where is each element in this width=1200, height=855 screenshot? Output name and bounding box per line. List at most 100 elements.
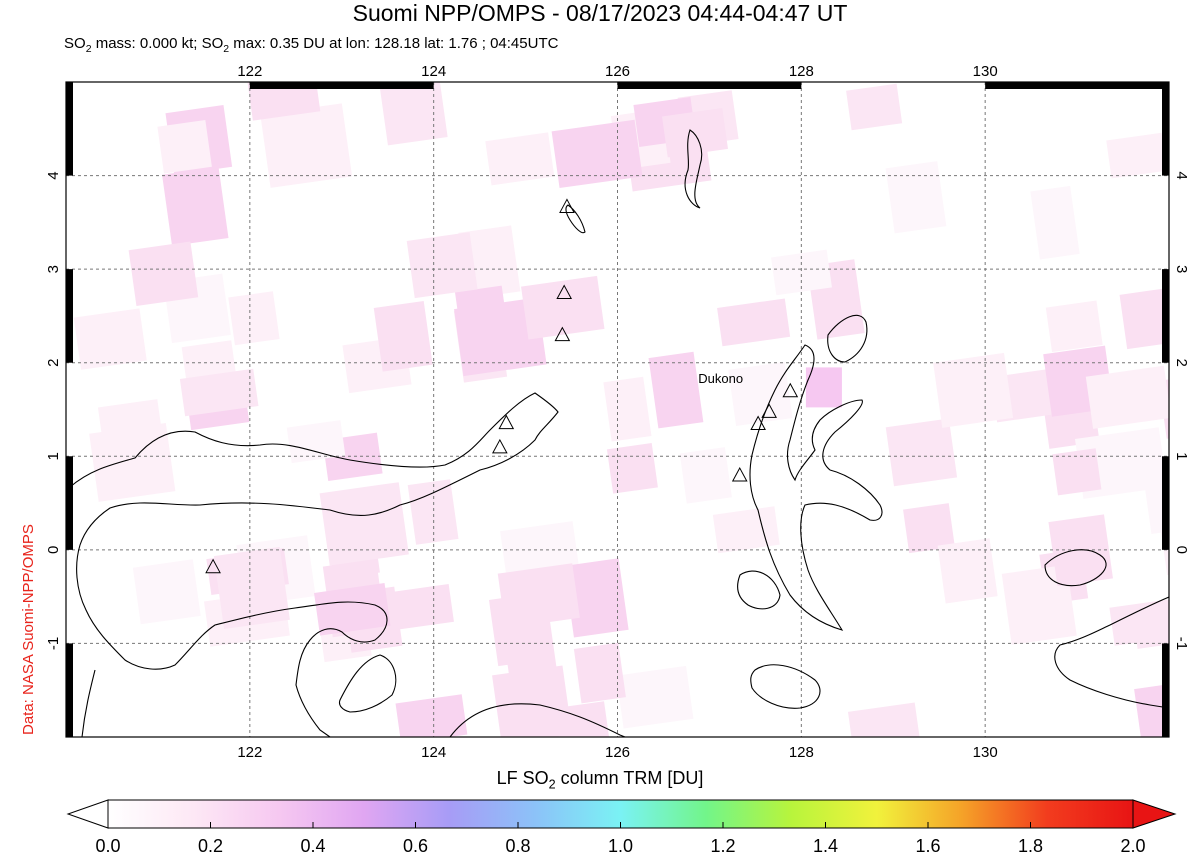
colorbar-tick-label: 0.0 [95, 836, 120, 855]
so2-cell [551, 119, 643, 189]
so2-cell [717, 298, 791, 347]
volcano-markers [205, 198, 799, 574]
frame-bar [66, 456, 73, 550]
colorbar-title: LF SO2 column TRM [DU] [496, 768, 704, 792]
coastline-obi [750, 664, 821, 709]
coastline-papua-main [1054, 596, 1169, 709]
graticule [66, 82, 1169, 737]
frame-bar [1162, 643, 1169, 737]
colorbar-tick-label: 1.4 [813, 836, 838, 855]
so2-cell [228, 291, 280, 346]
frame-bar [66, 643, 73, 737]
so2-cell [1131, 593, 1169, 649]
so2-cell [1119, 286, 1169, 350]
so2-pixel-layer [73, 82, 1169, 737]
so2-cell [132, 559, 201, 625]
so2-cell [128, 241, 199, 306]
lat-tick-label-right: -1 [1173, 637, 1190, 650]
colorbar-tick-label: 1.0 [608, 836, 633, 855]
lat-tick-label-left: 2 [45, 359, 62, 367]
colorbar-tick-label: 2.0 [1120, 836, 1145, 855]
volcano-marker [782, 382, 799, 398]
so2-cell [1145, 482, 1169, 535]
so2-max-cell [805, 367, 842, 408]
so2-cell [573, 642, 626, 704]
lon-tick-label-bottom: 130 [973, 744, 998, 761]
lat-tick-label-right: 4 [1173, 171, 1190, 179]
frame-bar [66, 82, 73, 176]
frame-bar [1162, 82, 1169, 176]
so2-cell [260, 103, 353, 188]
so2-cell [379, 82, 448, 146]
so2-cell [500, 521, 579, 577]
lat-tick-label-right: 1 [1173, 452, 1190, 460]
so2-cell [616, 665, 694, 729]
so2-cell [286, 420, 346, 464]
frame-bar [985, 82, 1169, 89]
so2-cell [521, 275, 605, 340]
coastline-talaud [684, 129, 703, 209]
coastline-sulawesi-se [338, 654, 397, 713]
volcano-marker [492, 438, 508, 454]
so2-cell [771, 249, 832, 296]
so2-cell [1134, 678, 1169, 737]
coastline-papua [1044, 549, 1107, 587]
lat-tick-label-right: 2 [1173, 359, 1190, 367]
map-title: Suomi NPP/OMPS - 08/17/2023 04:44-04:47 … [352, 0, 848, 26]
colorbar-tick-label: 0.8 [505, 836, 530, 855]
so2-cell [179, 368, 259, 417]
so2-cell [1052, 448, 1102, 496]
volcano-marker [205, 558, 221, 574]
so2-cell [648, 351, 704, 429]
so2-cell [933, 352, 1014, 428]
so2-cell [555, 701, 612, 737]
so2-cell [563, 558, 629, 638]
so2-cell [1030, 185, 1080, 260]
so2-cell [406, 232, 478, 299]
so2-cell [662, 107, 728, 158]
lat-tick-label-left: 0 [45, 546, 62, 554]
so2-cell [728, 361, 793, 426]
colorbar-tick-label: 1.8 [1018, 836, 1043, 855]
so2-cell [407, 479, 459, 545]
lat-tick-label-left: 1 [45, 452, 62, 460]
so2-cell [314, 583, 391, 636]
volcano-marker [761, 403, 777, 418]
frame-bar [1162, 456, 1169, 550]
lon-tick-label-bottom: 126 [605, 744, 630, 761]
volcano-marker [731, 466, 748, 482]
frame-bar [1162, 269, 1169, 363]
so2-cell [903, 503, 955, 554]
so2-cell [846, 83, 903, 131]
coastline-halmahera [749, 344, 883, 631]
so2-cell [157, 120, 212, 174]
so2-cell [162, 166, 229, 246]
so2-cell [485, 132, 555, 186]
lat-tick-label-left: -1 [45, 637, 62, 650]
so2-cell [73, 308, 147, 370]
lon-tick-label-top: 130 [973, 63, 998, 80]
so2-cell [454, 297, 547, 377]
so2-cell [1106, 132, 1167, 179]
so2-cell [373, 300, 433, 372]
so2-cell [213, 546, 290, 630]
lat-tick-label-right: 0 [1173, 546, 1190, 554]
lat-tick-label-left: 4 [45, 171, 62, 179]
coastline-bacan [737, 570, 781, 610]
volcano-marker [554, 326, 571, 342]
colorbar-tick-label: 1.6 [915, 836, 940, 855]
so2-cell [97, 399, 166, 464]
lon-tick-label-top: 128 [789, 63, 814, 80]
so2-cell [395, 694, 468, 737]
so2-cell [492, 665, 573, 737]
colorbar-low-arrow [66, 799, 109, 829]
subtitle: SO2 mass: 0.000 kt; SO2 max: 0.35 DU at … [64, 35, 559, 55]
volcano-marker [556, 284, 573, 300]
coastline-morotai [827, 314, 868, 363]
lat-tick-label-right: 3 [1173, 265, 1190, 273]
so2-cell [1085, 365, 1169, 429]
frame-bar [617, 82, 802, 89]
colorbar-high-arrow [1132, 799, 1177, 829]
